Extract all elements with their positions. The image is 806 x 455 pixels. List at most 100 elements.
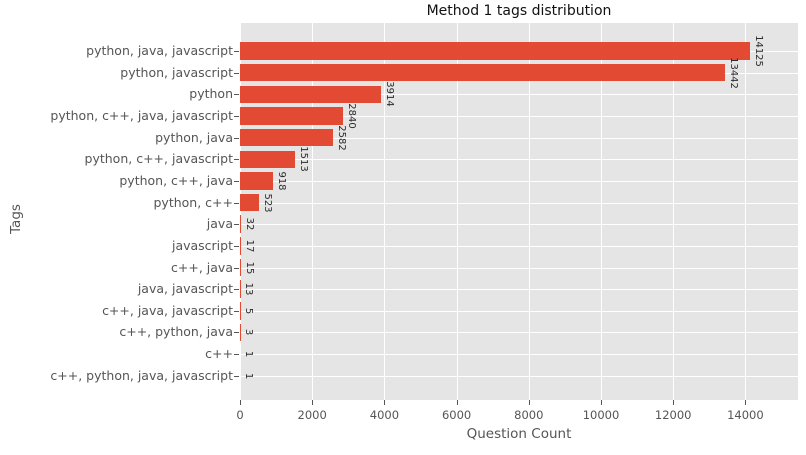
y-tick-mark bbox=[234, 94, 239, 96]
bar bbox=[240, 107, 343, 125]
gridline-horizontal bbox=[240, 115, 798, 117]
x-tick-label: 10000 bbox=[582, 408, 620, 422]
bar-value-label: 3914 bbox=[384, 81, 396, 108]
gridline-vertical bbox=[456, 23, 458, 400]
x-tick-label: 12000 bbox=[654, 408, 692, 422]
y-tick-mark bbox=[234, 72, 239, 74]
bar-value-label: 15 bbox=[243, 261, 255, 274]
y-tick-label: python, java, javascript bbox=[86, 42, 233, 58]
y-tick-mark bbox=[234, 289, 239, 291]
y-tick-mark bbox=[234, 180, 239, 182]
y-tick-mark bbox=[234, 224, 239, 226]
plot-area: 14125 13442 3914 2840 2582 1513 918 523 32 17 15 13… bbox=[240, 23, 798, 400]
y-tick-mark bbox=[234, 354, 239, 356]
gridline-horizontal bbox=[240, 267, 798, 269]
gridline-vertical bbox=[601, 23, 602, 400]
gridline-horizontal bbox=[240, 180, 798, 182]
bar-value-label: 918 bbox=[276, 171, 288, 191]
x-tick-label: 0 bbox=[236, 408, 244, 422]
y-tick-mark bbox=[234, 137, 239, 139]
bar-value-label: 1 bbox=[243, 372, 255, 379]
x-tick-label: 2000 bbox=[297, 408, 327, 422]
gridline-horizontal bbox=[240, 202, 798, 204]
y-tick-mark bbox=[234, 202, 239, 204]
x-tick-mark bbox=[384, 400, 386, 405]
y-tick-label: python, javascript bbox=[120, 64, 233, 80]
y-tick-mark bbox=[234, 310, 239, 312]
x-tick-mark bbox=[745, 400, 747, 405]
bar-value-label: 13 bbox=[243, 282, 255, 296]
y-tick-label: c++, java bbox=[171, 259, 233, 275]
gridline-vertical bbox=[312, 23, 314, 400]
y-axis-label: Tags bbox=[8, 204, 24, 234]
x-tick-label: 4000 bbox=[369, 408, 400, 422]
x-tick-mark bbox=[673, 400, 675, 405]
y-tick-label: python, c++, javascript bbox=[84, 151, 233, 166]
gridline-horizontal bbox=[240, 289, 798, 291]
y-tick-label: python, c++, java bbox=[119, 172, 233, 188]
bar-value-label: 5 bbox=[243, 307, 255, 314]
gridline-horizontal bbox=[240, 375, 798, 377]
gridline-horizontal bbox=[240, 245, 798, 247]
y-tick-label: python, java bbox=[155, 129, 233, 145]
y-tick-label: python bbox=[189, 86, 233, 102]
gridline-horizontal bbox=[240, 224, 798, 226]
gridline-horizontal bbox=[240, 159, 798, 161]
bar-value-label: 32 bbox=[244, 217, 256, 231]
bar-value-label: 1 bbox=[243, 350, 255, 358]
gridline-vertical bbox=[240, 23, 241, 400]
bar-value-label: 2840 bbox=[345, 103, 357, 129]
bar-value-label: 14125 bbox=[752, 35, 764, 67]
gridline-vertical bbox=[745, 23, 747, 400]
x-tick-label: 14000 bbox=[727, 408, 764, 422]
gridline-vertical bbox=[673, 23, 675, 400]
y-tick-mark bbox=[234, 332, 239, 334]
y-tick-mark bbox=[234, 115, 239, 117]
bar bbox=[240, 150, 295, 168]
y-tick-label: python, c++, java, javascript bbox=[50, 107, 233, 123]
bar bbox=[240, 172, 274, 190]
y-tick-label: python, c++ bbox=[153, 194, 234, 210]
chart-title: Method 1 tags distribution bbox=[426, 3, 612, 19]
y-tick-label: c++, python, java, javascript bbox=[50, 367, 233, 383]
bar-value-label: 13442 bbox=[728, 56, 740, 89]
bar bbox=[240, 128, 334, 147]
bar-value-label: 523 bbox=[261, 193, 273, 213]
gridline-vertical bbox=[384, 23, 386, 400]
bar-value-label: 1513 bbox=[297, 146, 309, 172]
x-tick-label: 8000 bbox=[514, 408, 544, 422]
x-tick-mark bbox=[312, 400, 314, 405]
x-tick-label: 6000 bbox=[441, 408, 472, 422]
y-tick-label: c++, python, java bbox=[119, 324, 233, 340]
gridline-horizontal bbox=[240, 94, 798, 96]
bar bbox=[240, 258, 241, 277]
x-tick-mark bbox=[456, 400, 458, 405]
y-tick-label: c++, java, javascript bbox=[102, 302, 233, 318]
y-tick-mark bbox=[234, 159, 239, 161]
gridline-vertical bbox=[528, 23, 530, 400]
x-tick-mark bbox=[601, 400, 602, 405]
x-tick-mark bbox=[528, 400, 530, 405]
y-tick-mark bbox=[234, 245, 239, 247]
y-tick-label: java bbox=[206, 215, 233, 231]
gridline-horizontal bbox=[240, 137, 798, 139]
y-tick-label: javascript bbox=[171, 237, 233, 253]
bar bbox=[240, 237, 241, 255]
x-tick-mark bbox=[240, 400, 241, 405]
bar bbox=[240, 85, 382, 104]
gridline-horizontal bbox=[240, 310, 798, 312]
y-tick-mark bbox=[234, 51, 239, 52]
gridline-horizontal bbox=[240, 354, 798, 356]
bar bbox=[240, 193, 259, 212]
bar bbox=[240, 63, 726, 82]
x-axis-label: Question Count bbox=[466, 426, 572, 442]
bar bbox=[240, 215, 242, 233]
y-tick-mark bbox=[234, 375, 239, 377]
bar-value-label: 17 bbox=[243, 239, 255, 253]
y-tick-label: c++ bbox=[205, 345, 233, 361]
bar bbox=[240, 42, 750, 60]
bar-value-label: 3 bbox=[243, 329, 255, 336]
y-tick-mark bbox=[234, 267, 239, 269]
gridline-horizontal bbox=[240, 332, 798, 334]
